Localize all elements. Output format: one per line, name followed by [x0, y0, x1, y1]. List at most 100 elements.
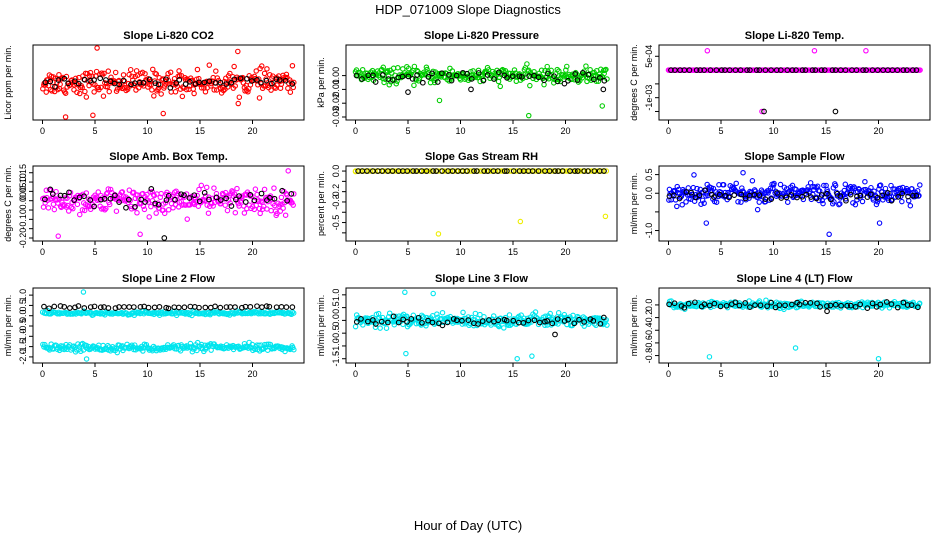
- reference-point: [802, 67, 809, 73]
- reference-point: [827, 302, 834, 309]
- data-point: [738, 199, 744, 205]
- y-tick-label: -1.0: [331, 338, 341, 354]
- reference-point: [895, 194, 902, 200]
- reference-point: [178, 191, 185, 198]
- reference-point: [57, 303, 64, 309]
- data-point: [495, 323, 502, 329]
- reference-point: [844, 302, 851, 309]
- reference-point: [196, 79, 202, 86]
- data-point: [103, 205, 109, 212]
- outlier-point: [435, 231, 442, 237]
- reference-point: [807, 300, 814, 306]
- data-point: [481, 314, 487, 320]
- reference-point: [596, 75, 603, 81]
- x-tick-label: 20: [561, 126, 571, 136]
- reference-point: [182, 81, 189, 87]
- reference-point: [585, 71, 592, 78]
- reference-point: [389, 168, 396, 174]
- data-point: [232, 83, 238, 89]
- data-point: [434, 311, 440, 317]
- data-point: [245, 89, 251, 95]
- data-point: [257, 210, 263, 217]
- reference-point: [495, 168, 501, 174]
- reference-point: [423, 168, 430, 174]
- data-point: [253, 68, 259, 74]
- reference-point: [774, 190, 780, 196]
- data-point: [202, 193, 209, 199]
- reference-point: [744, 67, 750, 73]
- reference-point: [546, 168, 553, 174]
- data-point: [763, 297, 769, 303]
- reference-point: [61, 192, 68, 199]
- outlier-point: [468, 86, 474, 93]
- data-point: [290, 310, 297, 316]
- data-point: [114, 349, 120, 356]
- reference-point: [165, 305, 172, 312]
- reference-point: [701, 301, 708, 308]
- data-point: [564, 63, 570, 70]
- reference-point: [258, 190, 265, 197]
- reference-point: [545, 70, 551, 77]
- reference-point: [429, 319, 436, 326]
- outlier-point: [792, 345, 799, 351]
- data-point: [882, 185, 889, 192]
- reference-point: [72, 304, 78, 311]
- reference-point: [254, 303, 260, 310]
- reference-point: [894, 67, 901, 73]
- data-point: [77, 348, 84, 355]
- data-point: [172, 89, 179, 95]
- reference-point: [400, 316, 407, 323]
- reference-point: [97, 304, 104, 311]
- reference-point: [572, 71, 579, 77]
- reference-point: [565, 316, 571, 323]
- outlier-point: [94, 45, 100, 51]
- reference-point: [372, 321, 379, 327]
- data-point: [691, 172, 697, 178]
- y-tick-label: 0.05: [18, 183, 28, 201]
- reference-point: [701, 67, 708, 73]
- data-point: [74, 201, 81, 208]
- data-point: [214, 75, 221, 81]
- data-point: [674, 183, 680, 190]
- data-point: [282, 212, 289, 218]
- reference-point: [165, 192, 172, 199]
- data-point: [175, 190, 181, 197]
- reference-point: [123, 204, 129, 211]
- data-point: [749, 178, 756, 184]
- data-point: [196, 186, 202, 193]
- plot-frame: [345, 44, 618, 121]
- reference-point: [888, 301, 895, 307]
- reference-point: [597, 320, 604, 327]
- y-axis-label: ml/min per min.: [629, 173, 639, 235]
- data-point: [124, 86, 131, 93]
- reference-point: [879, 192, 886, 199]
- data-point: [264, 66, 270, 72]
- reference-point: [137, 303, 144, 310]
- reference-point: [554, 78, 561, 85]
- data-point: [287, 89, 294, 95]
- data-point: [424, 66, 430, 73]
- data-point: [505, 322, 512, 329]
- reference-point: [818, 67, 825, 73]
- reference-point: [42, 196, 48, 203]
- data-point: [236, 94, 243, 100]
- reference-point: [279, 187, 286, 194]
- data-point: [290, 84, 297, 91]
- reference-point: [799, 67, 806, 73]
- data-point: [784, 199, 791, 205]
- y-tick-label: -0.02: [331, 93, 341, 114]
- data-point: [560, 319, 567, 325]
- data-point: [232, 209, 239, 216]
- data-point: [134, 210, 140, 216]
- reference-point: [450, 316, 457, 322]
- x-axis-label: Hour of Day (UTC): [414, 518, 522, 533]
- data-point: [141, 206, 148, 213]
- data-point: [165, 207, 172, 213]
- data-point: [56, 71, 62, 78]
- reference-point: [244, 75, 250, 82]
- reference-point: [41, 303, 47, 310]
- data-point: [74, 89, 80, 96]
- outlier-point: [517, 218, 524, 225]
- data-point: [259, 63, 265, 69]
- data-point: [79, 84, 85, 91]
